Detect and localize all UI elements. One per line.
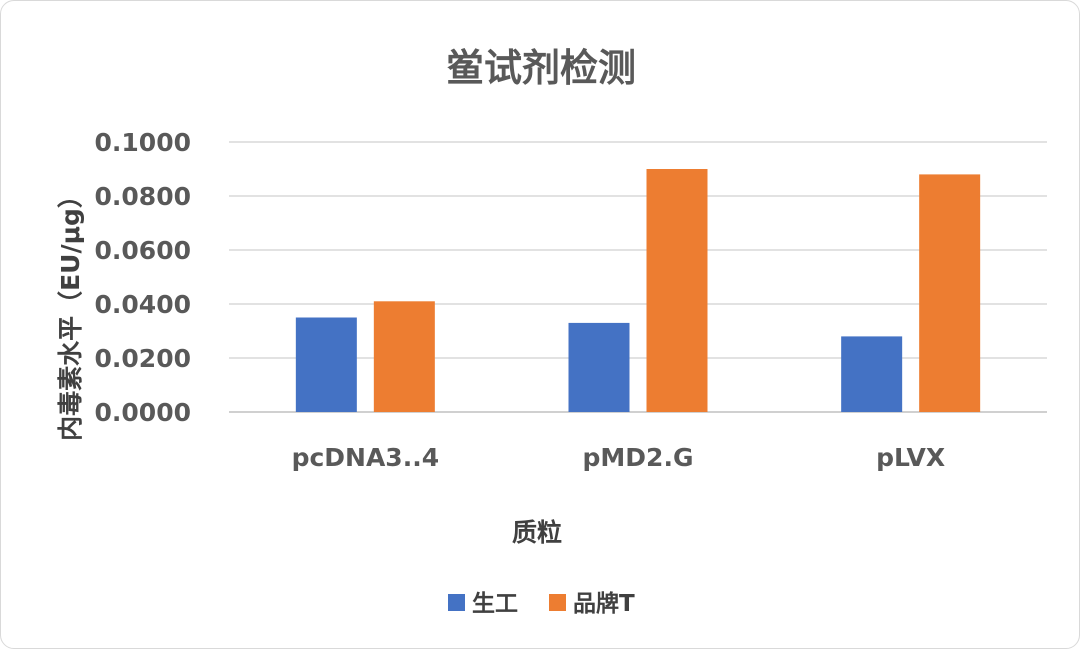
- legend-label: 生工: [472, 591, 518, 617]
- legend: 生工 品牌T: [448, 590, 635, 617]
- gridlines: [229, 141, 1047, 413]
- bars: [295, 169, 981, 412]
- x-category-label: pMD2.G: [583, 443, 694, 472]
- x-category-label: pLVX: [876, 443, 945, 472]
- legend-label: 品牌T: [573, 590, 635, 617]
- y-tick-label: 0.0800: [95, 182, 191, 211]
- x-category-label: pcDNA3..4: [292, 443, 440, 472]
- chart-title: 鲎试剂检测: [446, 46, 636, 90]
- bar-series1-2: [841, 336, 903, 412]
- y-axis-title: 内毒素水平（EU/μg）: [56, 183, 85, 441]
- y-tick-label: 0.1000: [95, 128, 191, 157]
- y-axis-ticks: 0.0000 0.0200 0.0400 0.0600 0.0800 0.1000: [95, 128, 191, 427]
- legend-swatch: [448, 594, 465, 611]
- y-tick-label: 0.0000: [95, 398, 191, 427]
- bar-series2-2: [919, 174, 981, 412]
- bar-series2-0: [373, 301, 435, 412]
- x-axis-categories: pcDNA3..4 pMD2.G pLVX: [292, 443, 946, 472]
- legend-swatch: [549, 594, 566, 611]
- bar-series1-1: [568, 322, 630, 412]
- x-axis-title: 质粒: [512, 518, 562, 547]
- y-tick-label: 0.0200: [95, 344, 191, 373]
- y-tick-label: 0.0600: [95, 236, 191, 265]
- bar-series2-1: [646, 169, 708, 412]
- bar-series1-0: [295, 317, 357, 412]
- y-tick-label: 0.0400: [95, 290, 191, 319]
